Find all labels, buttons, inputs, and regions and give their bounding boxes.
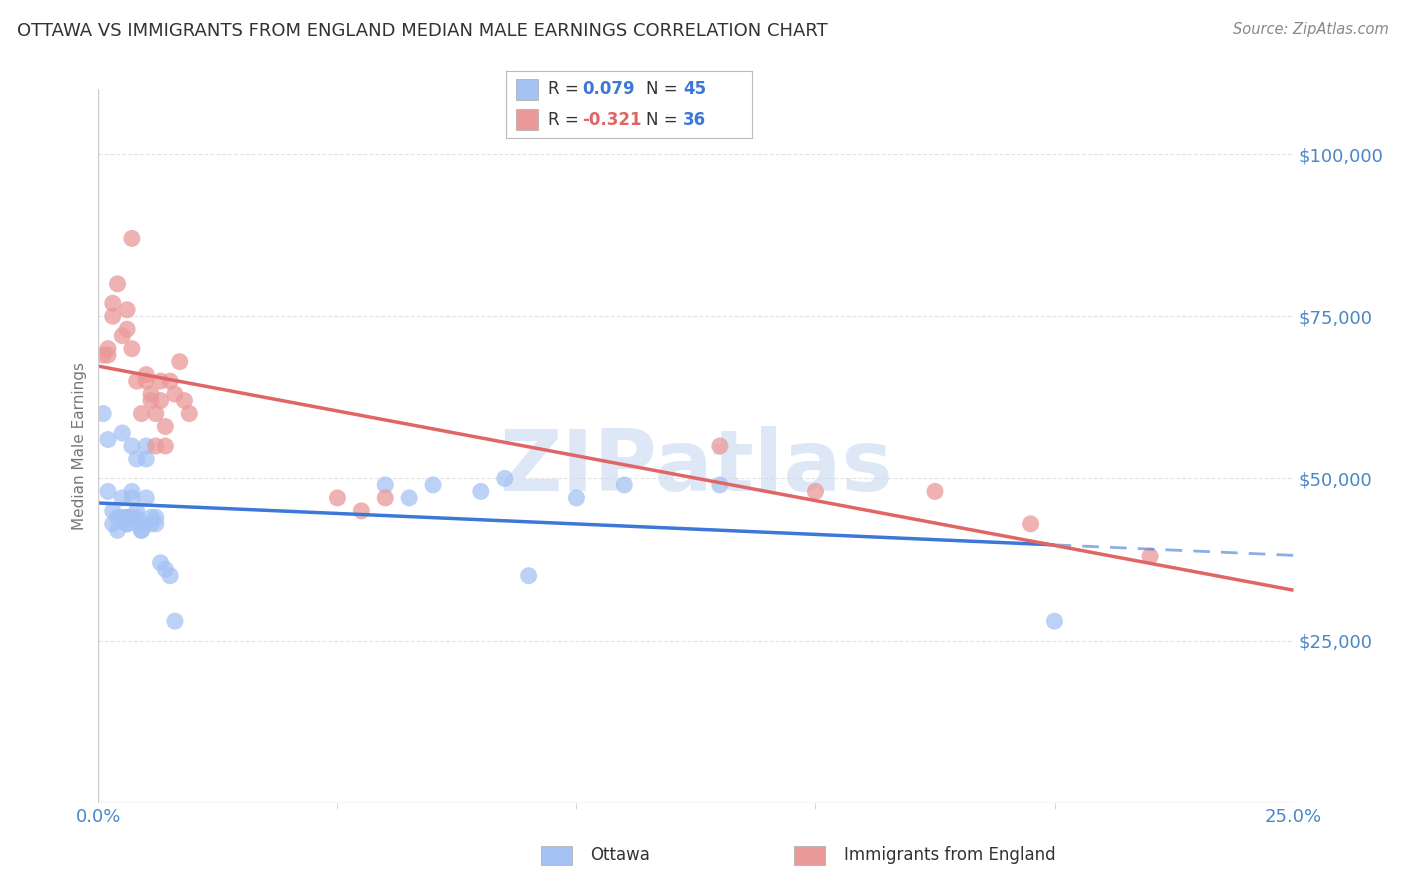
Point — [145, 407, 167, 421]
Bar — [516, 109, 538, 130]
Point — [135, 491, 157, 505]
Y-axis label: Median Male Earnings: Median Male Earnings — [72, 362, 87, 530]
Point — [1139, 549, 1161, 564]
Point — [97, 433, 120, 447]
Point — [494, 471, 516, 485]
Point — [709, 439, 731, 453]
Point — [159, 568, 181, 582]
Point — [101, 310, 124, 324]
Point — [139, 516, 162, 531]
Point — [107, 277, 129, 291]
Point — [111, 425, 134, 440]
Point — [121, 491, 143, 505]
Point — [470, 484, 492, 499]
Point — [135, 452, 157, 467]
Point — [517, 568, 540, 582]
Point — [139, 387, 162, 401]
Point — [709, 478, 731, 492]
Point — [115, 510, 138, 524]
Point — [149, 556, 172, 570]
Point — [139, 510, 162, 524]
Point — [422, 478, 444, 492]
Point — [107, 524, 129, 538]
Text: Source: ZipAtlas.com: Source: ZipAtlas.com — [1233, 22, 1389, 37]
Point — [155, 419, 177, 434]
Text: R =: R = — [548, 80, 583, 98]
Point — [91, 407, 114, 421]
Point — [131, 407, 153, 421]
Point — [101, 516, 124, 531]
Point — [101, 504, 124, 518]
Point — [613, 478, 636, 492]
Point — [111, 510, 134, 524]
Point — [121, 342, 143, 356]
Point — [139, 393, 162, 408]
Point — [111, 491, 134, 505]
Point — [398, 491, 420, 505]
Point — [121, 510, 143, 524]
Text: OTTAWA VS IMMIGRANTS FROM ENGLAND MEDIAN MALE EARNINGS CORRELATION CHART: OTTAWA VS IMMIGRANTS FROM ENGLAND MEDIAN… — [17, 22, 828, 40]
Text: 45: 45 — [683, 80, 706, 98]
Point — [101, 296, 124, 310]
Point — [149, 374, 172, 388]
Point — [374, 491, 396, 505]
Point — [91, 348, 114, 362]
Point — [179, 407, 201, 421]
Point — [135, 439, 157, 453]
Point — [135, 374, 157, 388]
Point — [125, 374, 148, 388]
Point — [125, 452, 148, 467]
Point — [121, 484, 143, 499]
Point — [1019, 516, 1042, 531]
Point — [125, 510, 148, 524]
Point — [169, 354, 191, 368]
Point — [1043, 614, 1066, 628]
Point — [145, 510, 167, 524]
Text: N =: N = — [647, 80, 683, 98]
Point — [163, 387, 186, 401]
Point — [111, 328, 134, 343]
Point — [97, 342, 120, 356]
Point — [155, 562, 177, 576]
Point — [131, 516, 153, 531]
Point — [159, 374, 181, 388]
Text: ZIPatlas: ZIPatlas — [499, 425, 893, 509]
Point — [924, 484, 946, 499]
Point — [326, 491, 349, 505]
Text: R =: R = — [548, 111, 583, 128]
Point — [145, 516, 167, 531]
Point — [565, 491, 588, 505]
Point — [115, 302, 138, 317]
Text: N =: N = — [647, 111, 683, 128]
Point — [804, 484, 827, 499]
Point — [107, 510, 129, 524]
Point — [374, 478, 396, 492]
Point — [115, 510, 138, 524]
Point — [163, 614, 186, 628]
Point — [121, 439, 143, 453]
Point — [145, 439, 167, 453]
Point — [350, 504, 373, 518]
Text: -0.321: -0.321 — [582, 111, 643, 128]
Point — [115, 322, 138, 336]
Point — [131, 524, 153, 538]
Point — [149, 393, 172, 408]
Text: Immigrants from England: Immigrants from England — [844, 846, 1056, 863]
Point — [125, 504, 148, 518]
Point — [121, 231, 143, 245]
Bar — [516, 78, 538, 100]
Text: Ottawa: Ottawa — [591, 846, 651, 863]
Point — [131, 524, 153, 538]
Point — [173, 393, 195, 408]
Point — [135, 368, 157, 382]
Text: 36: 36 — [683, 111, 706, 128]
Point — [97, 348, 120, 362]
Text: 0.079: 0.079 — [582, 80, 636, 98]
Point — [115, 516, 138, 531]
Point — [97, 484, 120, 499]
Point — [155, 439, 177, 453]
Point — [115, 516, 138, 531]
